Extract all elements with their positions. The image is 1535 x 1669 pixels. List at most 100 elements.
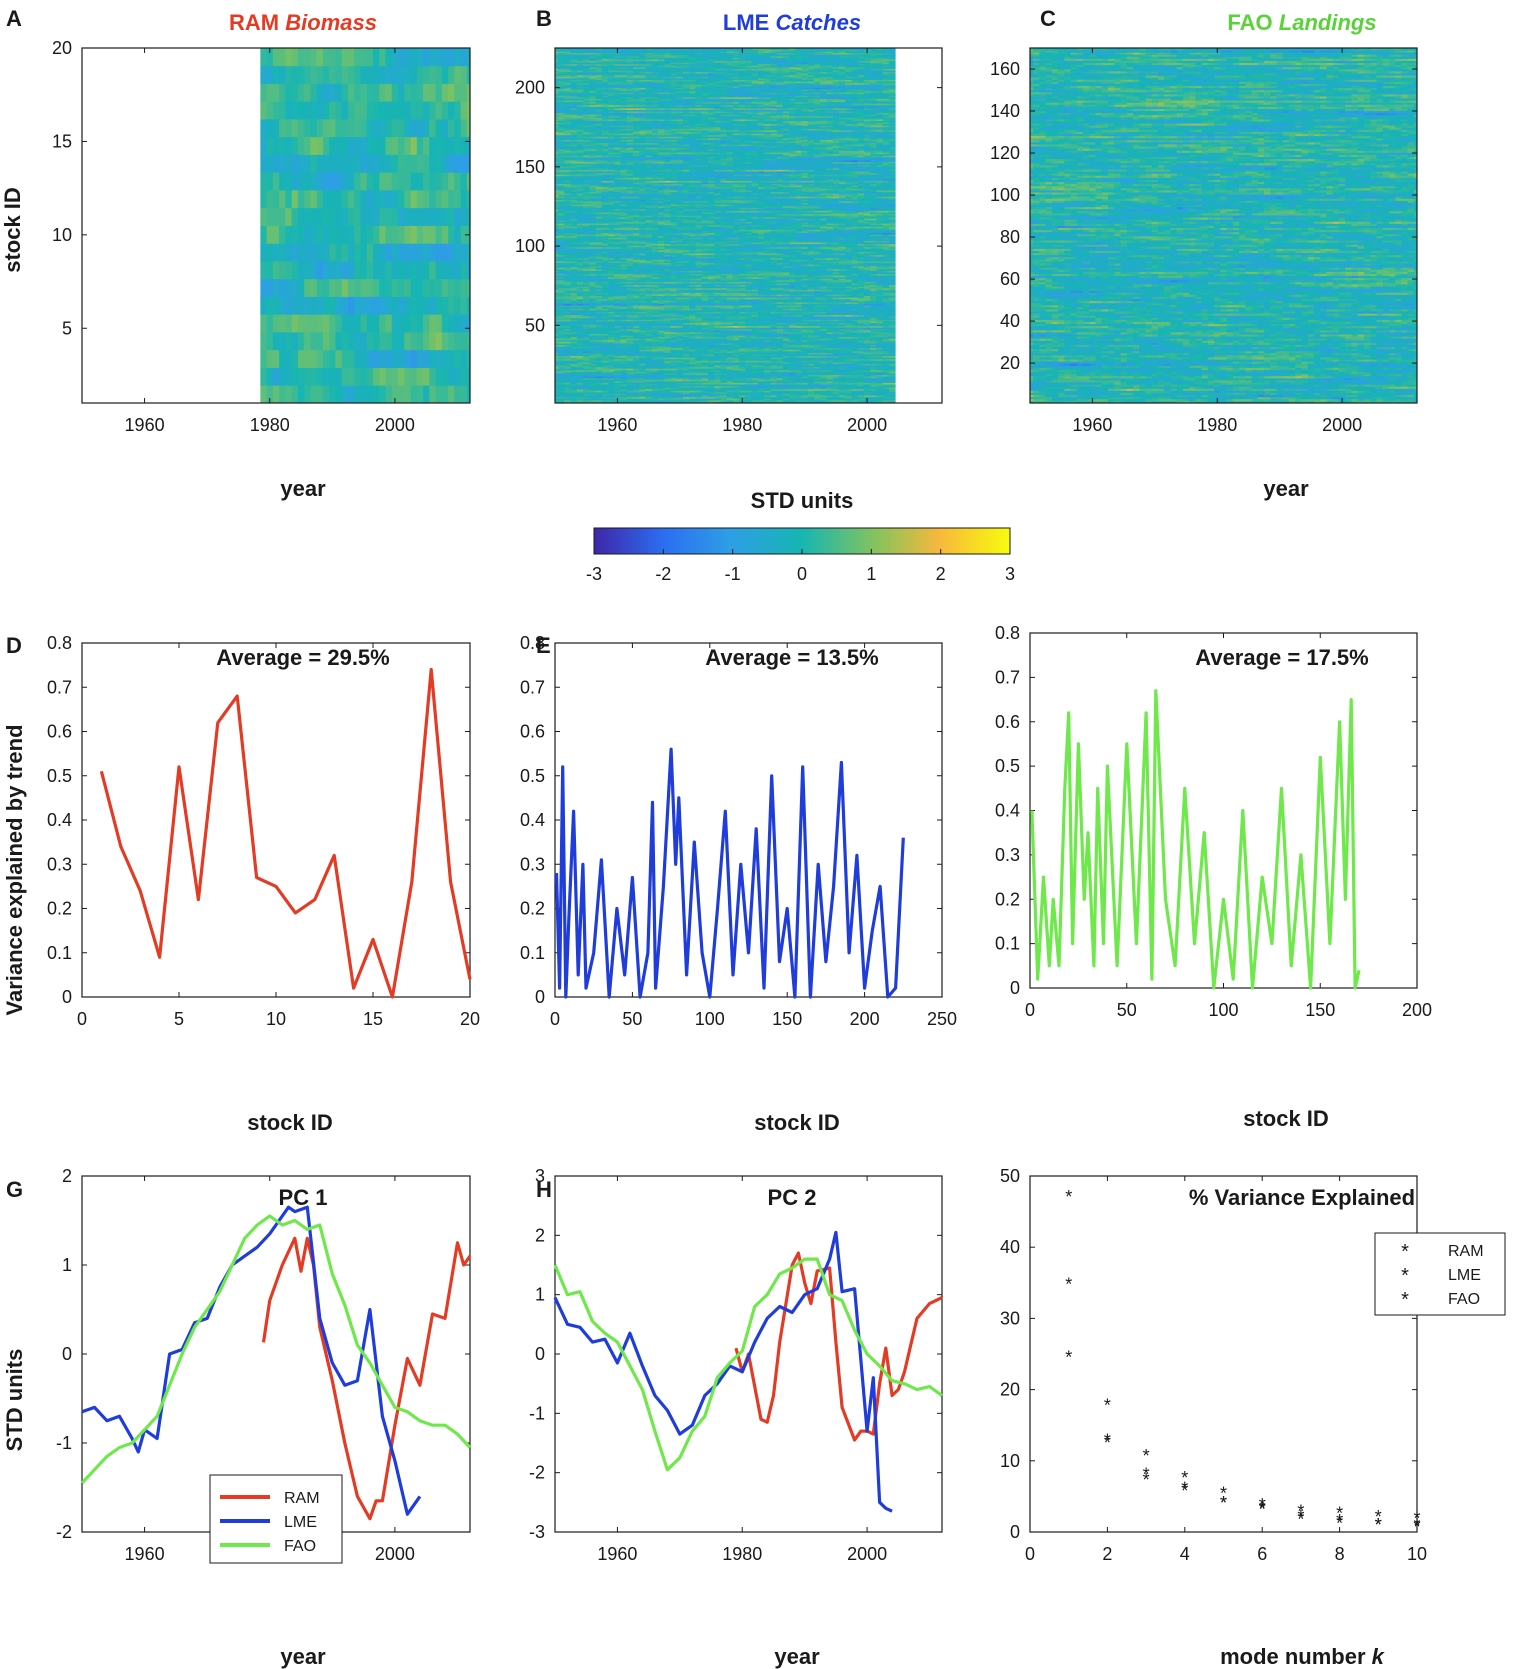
- heatmap-cell: [285, 66, 292, 84]
- heatmap-cell: [442, 190, 449, 208]
- heatmap-cell: [298, 332, 305, 350]
- heatmap-cell: [304, 66, 311, 84]
- heatmap-cell: [329, 226, 336, 244]
- heatmap-cell: [273, 368, 280, 386]
- heatmap-cell: [304, 208, 311, 226]
- heatmap-cell: [342, 297, 349, 315]
- heatmap-cell: [323, 155, 330, 173]
- heatmap-cell: [310, 48, 317, 66]
- heatmap-cell: [392, 314, 399, 332]
- heatmap-cell: [323, 172, 330, 190]
- heatmap-cell: [367, 350, 374, 368]
- heatmap-cell: [279, 226, 286, 244]
- heatmap-cell: [367, 172, 374, 190]
- heatmap-cell: [292, 155, 299, 173]
- heatmap-cell: [273, 66, 280, 84]
- heatmap-cell: [386, 226, 393, 244]
- heatmap-cell: [354, 155, 361, 173]
- heatmap-cell: [323, 368, 330, 386]
- heatmap-cell: [392, 84, 399, 102]
- heatmap-cell: [411, 261, 418, 279]
- heatmap-cell: [423, 226, 430, 244]
- heatmap-cell: [310, 332, 317, 350]
- heatmap-cell: [310, 314, 317, 332]
- heatmap-cell: [454, 119, 461, 137]
- heatmap-cell: [323, 84, 330, 102]
- heatmap-cell: [317, 368, 324, 386]
- heatmap-cell: [367, 48, 374, 66]
- heatmap-cell: [329, 172, 336, 190]
- heatmap-cell: [348, 297, 355, 315]
- heatmap-cell: [367, 137, 374, 155]
- heatmap-cell: [392, 279, 399, 297]
- heatmap-cell: [386, 137, 393, 155]
- heatmap-cell: [436, 368, 443, 386]
- heatmap-cell: [423, 172, 430, 190]
- heatmap-cell: [329, 350, 336, 368]
- heatmap-cell: [417, 101, 424, 119]
- y-tick-label: 20: [52, 38, 72, 58]
- heatmap-cell: [417, 368, 424, 386]
- heatmap-cell: [373, 350, 380, 368]
- heatmap-cell: [354, 279, 361, 297]
- heatmap-cell: [360, 84, 367, 102]
- heatmap-cell: [461, 66, 468, 84]
- heatmap-cell: [392, 119, 399, 137]
- heatmap-cell: [392, 66, 399, 84]
- heatmap-cell: [411, 172, 418, 190]
- heatmap-cell: [342, 119, 349, 137]
- heatmap-cell: [279, 350, 286, 368]
- heatmap-cell: [454, 190, 461, 208]
- heatmap-cell: [335, 190, 342, 208]
- heatmap-cell: [436, 101, 443, 119]
- heatmap-cell: [292, 385, 299, 403]
- heatmap-cell: [323, 48, 330, 66]
- heatmap-cell: [404, 66, 411, 84]
- heatmap-cell: [335, 84, 342, 102]
- heatmap-cell: [442, 314, 449, 332]
- heatmap-cell: [436, 190, 443, 208]
- heatmap-cell: [454, 368, 461, 386]
- heatmap-cell: [417, 48, 424, 66]
- heatmap-cell: [267, 172, 274, 190]
- heatmap-cell: [423, 243, 430, 261]
- heatmap-cell: [379, 208, 386, 226]
- heatmap-cell: [461, 261, 468, 279]
- heatmap-cell: [360, 279, 367, 297]
- heatmap-cell: [329, 243, 336, 261]
- heatmap-cell: [429, 155, 436, 173]
- heatmap-cell: [304, 226, 311, 244]
- heatmap-cell: [260, 208, 267, 226]
- heatmap-cell: [292, 226, 299, 244]
- heatmap-cell: [267, 314, 274, 332]
- heatmap-cell: [454, 243, 461, 261]
- heatmap-cell: [279, 66, 286, 84]
- heatmap-cell: [329, 314, 336, 332]
- heatmap-cell: [317, 350, 324, 368]
- heatmap-cell: [442, 101, 449, 119]
- heatmap-cell: [461, 137, 468, 155]
- heatmap-cell: [398, 172, 405, 190]
- heatmap-cell: [304, 48, 311, 66]
- heatmap-cell: [273, 119, 280, 137]
- heatmap-cell: [342, 155, 349, 173]
- heatmap-cell: [398, 226, 405, 244]
- heatmap-cell: [298, 261, 305, 279]
- heatmap-cell: [448, 155, 455, 173]
- heatmap-cell: [461, 172, 468, 190]
- heatmap-cell: [260, 119, 267, 137]
- heatmap-cell: [386, 155, 393, 173]
- heatmap-cell: [354, 243, 361, 261]
- heatmap-cell: [379, 172, 386, 190]
- heatmap-cell: [367, 279, 374, 297]
- heatmap-cell: [273, 226, 280, 244]
- panel-letter-a: A: [6, 6, 22, 31]
- heatmap-cell: [386, 261, 393, 279]
- heatmap-cell: [436, 137, 443, 155]
- heatmap-cell: [354, 190, 361, 208]
- heatmap-cell: [392, 208, 399, 226]
- heatmap-cell: [360, 119, 367, 137]
- heatmap-cell: [423, 279, 430, 297]
- heatmap-cell: [267, 137, 274, 155]
- heatmap-cell: [342, 243, 349, 261]
